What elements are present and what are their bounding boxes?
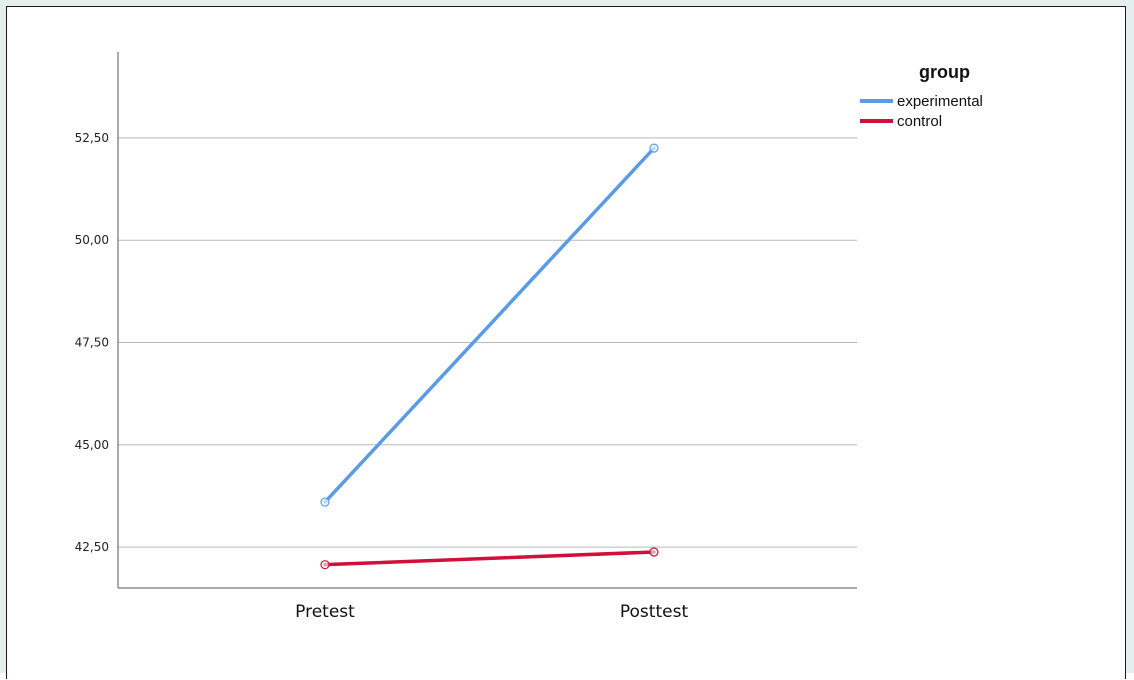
legend-title: group — [919, 62, 970, 82]
series-line — [323, 146, 656, 504]
legend-label: control — [897, 113, 942, 130]
gridlines — [118, 137, 857, 548]
data-point — [649, 143, 659, 153]
series — [320, 143, 659, 570]
y-tick-label: 42,50 — [75, 540, 109, 554]
x-category-labels: Pretest Posttest — [295, 602, 688, 622]
series-control — [320, 547, 659, 570]
x-category-label: Pretest — [295, 602, 355, 622]
y-tick-label: 47,50 — [75, 336, 109, 350]
legend-item: experimental — [860, 93, 983, 110]
data-point — [320, 497, 330, 507]
axes — [117, 52, 857, 589]
y-tick-label: 52,50 — [75, 131, 109, 145]
line-chart: 42,50 45,00 47,50 50,00 52,50 Pretest Posttes… — [75, 52, 983, 622]
legend-label: experimental — [897, 93, 983, 110]
chart-panel: 42,50 45,00 47,50 50,00 52,50 Pretest Posttes… — [6, 6, 1126, 679]
x-category-label: Posttest — [620, 602, 689, 622]
legend: group experimental control — [860, 62, 983, 130]
series-experimental — [320, 143, 659, 507]
data-point — [320, 560, 330, 570]
y-tick-labels: 42,50 45,00 47,50 50,00 52,50 — [75, 131, 109, 554]
series-line — [323, 550, 656, 567]
legend-item: control — [860, 113, 942, 130]
y-tick-label: 45,00 — [75, 438, 109, 452]
data-point — [649, 547, 659, 557]
y-tick-label: 50,00 — [75, 233, 109, 247]
